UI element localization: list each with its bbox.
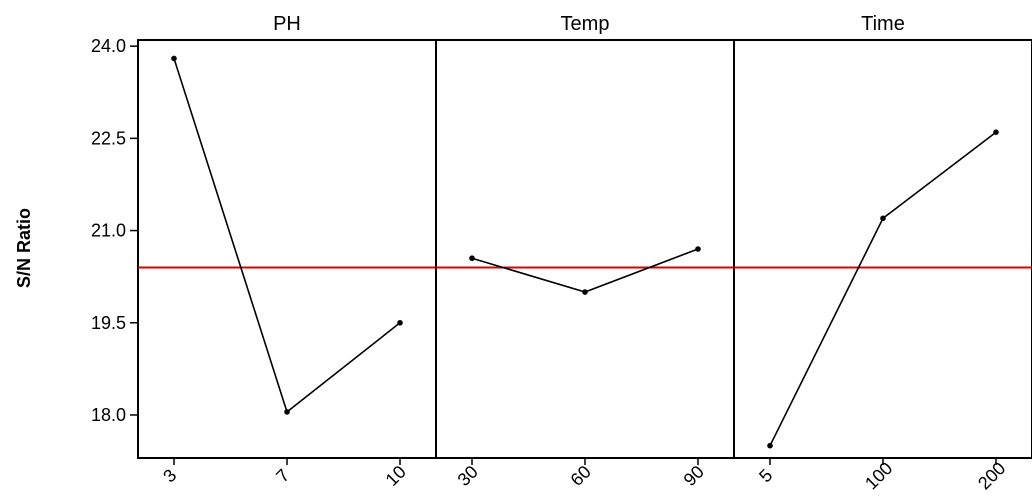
panel-title: Time xyxy=(861,13,905,35)
y-tick-label: 18.0 xyxy=(91,405,126,425)
y-tick-label: 24.0 xyxy=(91,36,126,56)
x-tick-label: 200 xyxy=(974,458,1009,493)
panel-frame xyxy=(137,39,437,459)
data-point xyxy=(469,255,475,262)
panel-title: PH xyxy=(273,13,301,35)
panel-frame xyxy=(435,39,735,459)
y-tick-label: 21.0 xyxy=(91,221,126,241)
panel-frame xyxy=(733,39,1032,459)
series-line xyxy=(173,58,401,414)
x-tick-label: 30 xyxy=(454,462,482,490)
panel-ph: PH 3 7 10 xyxy=(137,13,437,490)
data-point xyxy=(582,289,588,295)
series-line xyxy=(769,131,997,447)
data-point xyxy=(767,442,773,449)
y-axis: 24.0 22.5 21.0 19.5 18.0 xyxy=(91,36,138,425)
panel-title: Temp xyxy=(561,13,610,35)
x-tick-label: 100 xyxy=(861,458,896,493)
panel-time: Time 5 100 200 xyxy=(733,13,1032,493)
data-point xyxy=(171,55,177,62)
x-tick-label: 7 xyxy=(272,465,293,486)
series-line xyxy=(471,248,699,293)
x-tick-label: 60 xyxy=(567,462,595,490)
data-point xyxy=(880,215,886,222)
x-tick-label: 5 xyxy=(755,465,776,486)
data-point xyxy=(397,319,403,326)
chart-panels: PH 3 7 10 Temp 30 60 90 Time 5 100 200 xyxy=(137,13,1032,493)
x-tick-label: 3 xyxy=(159,465,180,486)
data-point xyxy=(993,129,999,136)
data-point xyxy=(695,246,701,252)
y-axis-label: S/N Ratio xyxy=(14,208,34,288)
x-tick-label: 10 xyxy=(382,462,410,490)
panel-temp: Temp 30 60 90 xyxy=(435,13,735,490)
y-tick-label: 19.5 xyxy=(91,313,126,333)
data-point xyxy=(284,409,290,415)
x-tick-label: 90 xyxy=(680,462,708,490)
y-tick-label: 22.5 xyxy=(91,128,126,148)
